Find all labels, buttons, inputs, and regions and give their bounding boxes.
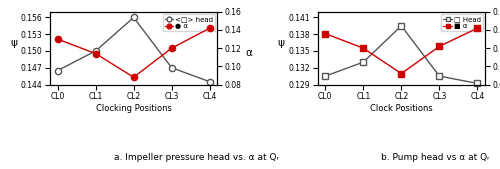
Text: b. Pump head vs α at Qᵣ: b. Pump head vs α at Qᵣ [382,153,490,162]
Y-axis label: ψ: ψ [10,38,17,48]
Y-axis label: ψ: ψ [278,38,285,48]
Legend: □ Head, ■ α: □ Head, ■ α [442,14,483,31]
Y-axis label: α: α [246,48,252,58]
X-axis label: Clocking Positions: Clocking Positions [96,104,172,113]
X-axis label: Clock Positions: Clock Positions [370,104,432,113]
Text: a. Impeller pressure head vs. α at Qᵣ: a. Impeller pressure head vs. α at Qᵣ [114,153,278,162]
Legend: <□> head, ● α: <□> head, ● α [162,14,215,31]
